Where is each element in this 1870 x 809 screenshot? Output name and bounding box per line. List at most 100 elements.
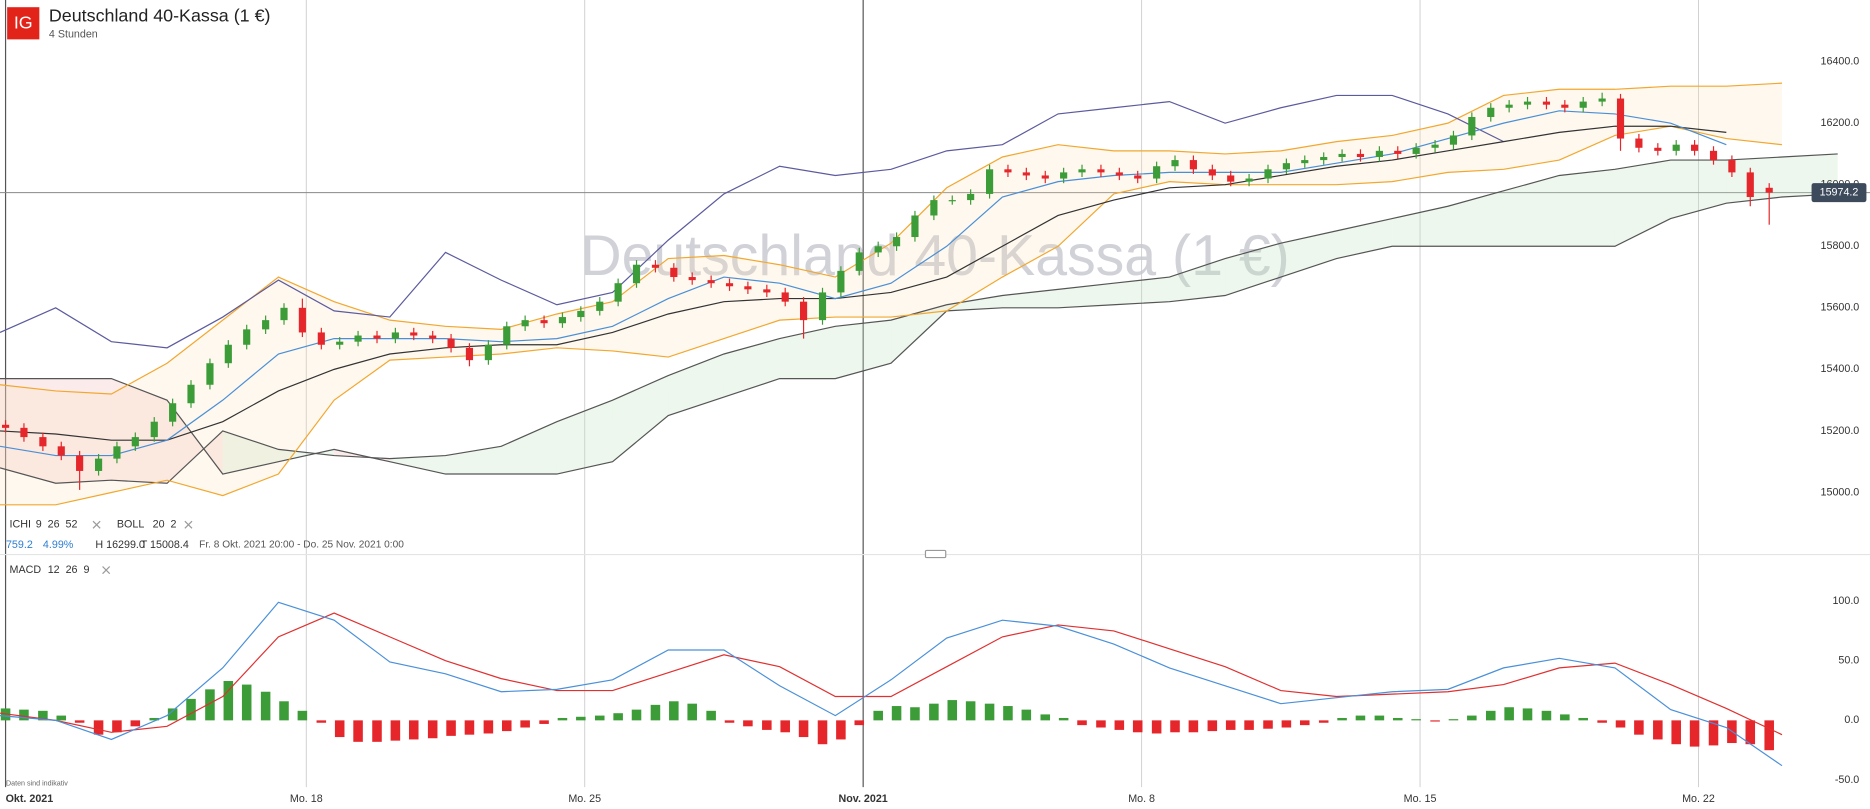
histogram-bar	[149, 717, 160, 721]
histogram-bar	[483, 720, 494, 734]
histogram-bar	[706, 710, 716, 721]
cloud-fill	[1670, 160, 1727, 219]
close-icon[interactable]	[184, 520, 193, 529]
resize-handle[interactable]	[924, 549, 947, 559]
cloud-fill	[946, 295, 1003, 311]
candle-body	[94, 458, 103, 471]
ichimoku-span-b	[0, 193, 1838, 475]
histogram-bar	[1467, 715, 1477, 721]
histogram-bar	[1634, 720, 1644, 735]
histogram-bar	[1207, 720, 1218, 732]
note: Daten sind indikativ	[6, 779, 68, 787]
change-pct: 4.99%	[43, 539, 74, 551]
cloud-fill	[779, 326, 836, 379]
last-price-tag	[1811, 183, 1867, 203]
cloud-fill	[1503, 175, 1560, 247]
histogram-bar	[594, 715, 605, 721]
candle-body	[1505, 104, 1513, 108]
histogram-bar	[1170, 720, 1180, 733]
histogram-bar	[372, 720, 382, 742]
candle-body	[707, 280, 715, 284]
histogram-bar	[112, 720, 122, 733]
histogram-bar	[353, 720, 363, 742]
histogram-bar	[1225, 720, 1236, 730]
indicator-name: MACD	[10, 564, 42, 576]
histogram-bar	[1040, 714, 1051, 721]
candle-body	[1449, 135, 1458, 145]
histogram-bar	[1597, 720, 1607, 723]
y-tick-label: 15400.0	[1821, 363, 1860, 375]
histogram-bar	[1299, 720, 1310, 726]
candle-body	[224, 344, 232, 364]
cloud-fill	[111, 378, 168, 484]
cloud-fill	[1280, 230, 1337, 278]
histogram-bar	[1615, 720, 1626, 728]
histogram-bar	[1003, 706, 1013, 721]
histogram-bar	[74, 720, 85, 723]
candle-body	[20, 427, 28, 438]
cloud-fill	[1058, 283, 1114, 308]
cloud-fill	[1169, 258, 1226, 302]
grid-layer	[0, 0, 1870, 788]
histogram-bar	[446, 720, 456, 736]
candle-body	[1765, 187, 1773, 193]
candle-body	[948, 200, 956, 202]
candle-body	[1356, 153, 1365, 158]
histogram-bar	[1263, 720, 1273, 729]
histogram-bar	[1114, 720, 1125, 730]
histogram-bar	[1560, 714, 1570, 721]
histogram-bar	[167, 708, 178, 721]
cloud-fill	[445, 446, 502, 475]
candle-body	[1004, 169, 1012, 173]
cloud-fill	[1336, 218, 1393, 259]
candle-body	[262, 320, 270, 330]
candle-body	[1301, 160, 1309, 164]
histogram-bar	[1708, 720, 1719, 746]
range: Fr. 8 Okt. 2021 20:00 - Do. 25 Nov. 2021…	[199, 540, 404, 551]
mark-layer	[0, 92, 1783, 767]
histogram-bar	[1374, 715, 1385, 721]
histogram-bar	[464, 720, 475, 735]
candle-body	[892, 237, 901, 247]
candle-body	[354, 335, 362, 342]
histogram-bar	[539, 720, 549, 724]
histogram-bar	[427, 720, 438, 739]
candle-body	[447, 338, 455, 348]
histogram-bar	[390, 720, 401, 741]
close-icon[interactable]	[102, 566, 111, 575]
ichimoku-kijun	[0, 125, 1727, 441]
indicator-name: BOLL	[117, 519, 144, 531]
low: T 15008.4	[141, 539, 189, 551]
candle-body	[1153, 166, 1161, 179]
candle-body	[596, 301, 604, 311]
candle-body	[243, 329, 251, 345]
candle-body	[1078, 169, 1086, 173]
candle-body	[818, 292, 827, 321]
candle-body	[1412, 147, 1420, 154]
bollinger-lower	[0, 125, 1783, 506]
cloud-fill	[501, 421, 557, 475]
histogram-bar	[613, 713, 623, 721]
histogram-bar	[1448, 719, 1459, 721]
high: H 16299.0	[95, 539, 145, 551]
candle-body	[1134, 175, 1142, 179]
candle-body	[131, 437, 139, 447]
candle-body	[521, 320, 529, 327]
histogram-bar	[1689, 720, 1700, 747]
histogram-bar	[762, 720, 772, 730]
candle-body	[985, 169, 994, 194]
candle-body	[503, 326, 511, 345]
x-tick-label: Nov. 2021	[839, 793, 888, 805]
histogram-bar	[408, 720, 419, 740]
histogram-bar	[687, 703, 697, 721]
y-tick-label: 50.0	[1838, 655, 1859, 667]
histogram-bar	[1021, 709, 1032, 721]
histogram-bar	[743, 720, 753, 727]
candle-body	[1579, 101, 1587, 108]
candle-body	[1561, 104, 1569, 108]
histogram-bar	[1077, 720, 1087, 726]
histogram-bar	[1430, 720, 1440, 722]
histogram-bar	[1096, 720, 1106, 728]
close-icon[interactable]	[92, 520, 101, 529]
